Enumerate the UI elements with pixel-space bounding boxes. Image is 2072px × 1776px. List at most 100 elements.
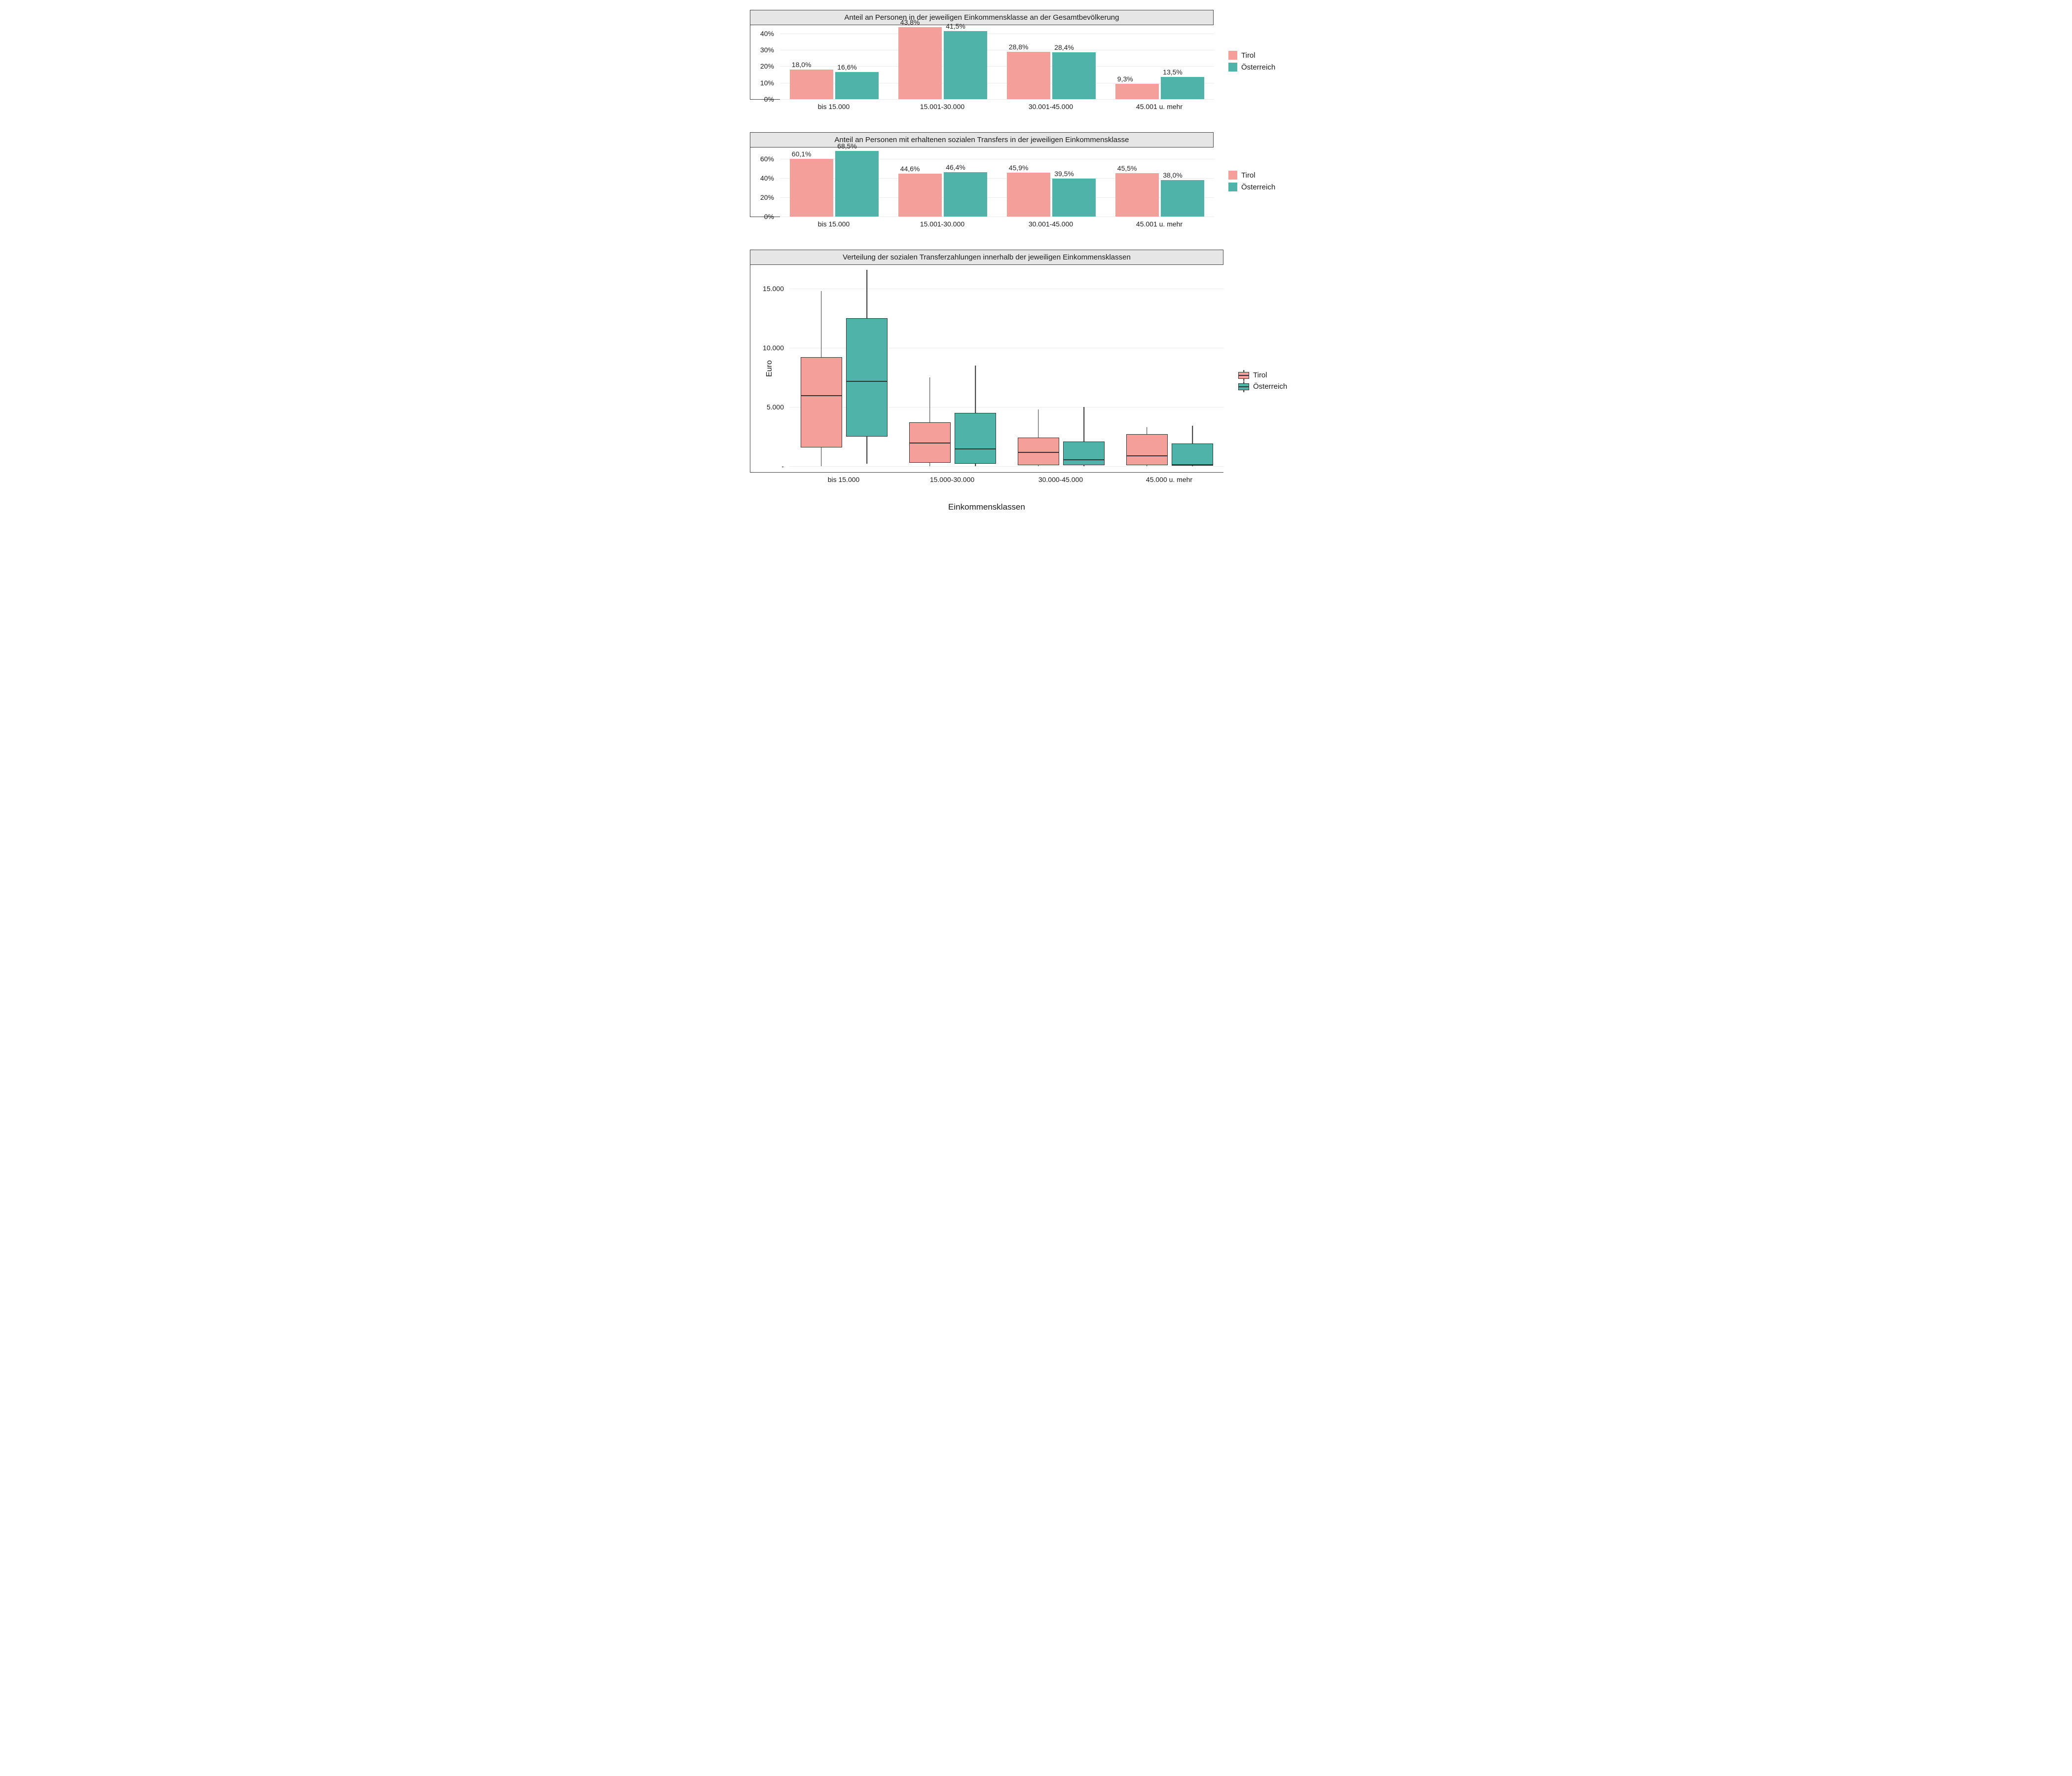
panel-3-row: Verteilung der sozialen Transferzahlunge…	[750, 250, 1322, 512]
y-tick-label: 30%	[760, 46, 774, 54]
legend-label: Österreich	[1253, 382, 1287, 391]
legend-label: Tirol	[1241, 171, 1256, 180]
whisker	[929, 377, 930, 422]
y-tick-label: 15.000	[763, 285, 784, 293]
bar-label: 46,4%	[946, 163, 965, 171]
whisker	[929, 463, 930, 466]
y-tick-label: 20%	[760, 193, 774, 201]
y-tick-label: 0%	[764, 95, 774, 103]
bar-label: 13,5%	[1163, 68, 1183, 76]
bar-label: 45,5%	[1117, 164, 1137, 172]
legend-item-tirol: Tirol	[1228, 171, 1275, 180]
x-tick-label: bis 15.000	[818, 103, 850, 111]
whisker	[975, 464, 976, 466]
y-tick-label: 20%	[760, 62, 774, 70]
box-oester	[846, 318, 888, 437]
y-tick-label: 10.000	[763, 344, 784, 352]
bar-oester	[1052, 179, 1096, 217]
y-axis-title: Euro	[765, 360, 774, 377]
y-tick-label: -	[781, 462, 784, 470]
box-tirol	[1126, 434, 1168, 465]
x-tick-label: 45.001 u. mehr	[1136, 220, 1183, 228]
whisker	[1083, 465, 1084, 466]
x-tick-label: 15.001-30.000	[920, 103, 964, 111]
legend-label: Tirol	[1241, 51, 1256, 60]
x-tick-label: 15.000-30.000	[930, 476, 974, 483]
panel-2-row: Anteil an Personen mit erhaltenen sozial…	[750, 132, 1322, 230]
legend-item-oester: Österreich	[1238, 382, 1287, 391]
legend-item-oester: Österreich	[1228, 63, 1275, 72]
panel-3-title: Verteilung der sozialen Transferzahlunge…	[750, 250, 1223, 265]
bar-tirol	[898, 174, 942, 217]
x-tick-label: 30.001-45.000	[1029, 220, 1073, 228]
bar-tirol	[790, 159, 833, 217]
whisker	[866, 270, 867, 318]
bar-tirol	[1007, 173, 1050, 217]
legend-boxswatch-oester	[1238, 383, 1249, 390]
legend-swatch-tirol	[1228, 51, 1237, 60]
bar-label: 45,9%	[1009, 164, 1029, 172]
y-tick-label: 40%	[760, 30, 774, 37]
bar-oester	[1161, 180, 1204, 217]
legend-label: Österreich	[1241, 63, 1275, 72]
x-axis-title: Einkommensklassen	[750, 502, 1223, 512]
legend-boxswatch-tirol	[1238, 372, 1249, 379]
bar-label: 60,1%	[792, 150, 812, 158]
x-tick-label: 45.000 u. mehr	[1146, 476, 1192, 483]
legend-item-oester: Österreich	[1228, 183, 1275, 191]
whisker	[866, 437, 867, 464]
bar-tirol	[1007, 52, 1050, 99]
panel-1-title: Anteil an Personen in der jeweiligen Ein…	[750, 10, 1213, 25]
bar-tirol	[790, 70, 833, 99]
bar-tirol	[898, 27, 942, 99]
panel-1-plot: 0%10%20%30%40%18,0%16,6%43,8%41,5%28,8%2…	[780, 25, 1214, 99]
bar-label: 9,3%	[1117, 75, 1133, 83]
x-tick-label: 30.001-45.000	[1029, 103, 1073, 111]
whisker	[975, 366, 976, 413]
bar-label: 44,6%	[900, 165, 920, 173]
legend-swatch-oester	[1228, 63, 1237, 72]
box-tirol	[909, 422, 951, 463]
x-tick-label: bis 15.000	[828, 476, 860, 483]
panel-2-x-axis: bis 15.00015.001-30.00030.001-45.00045.0…	[779, 217, 1214, 230]
bar-label: 16,6%	[837, 63, 857, 71]
legend-label: Tirol	[1253, 371, 1267, 379]
bar-oester	[835, 151, 879, 217]
bar-label: 18,0%	[792, 61, 812, 69]
bar-oester	[835, 72, 879, 99]
bar-label: 68,5%	[837, 142, 857, 150]
bar-tirol	[1115, 173, 1159, 217]
panel-1: Anteil an Personen in der jeweiligen Ein…	[750, 10, 1214, 100]
whisker	[1038, 409, 1039, 438]
panel-3: Verteilung der sozialen Transferzahlunge…	[750, 250, 1223, 473]
bar-oester	[944, 172, 987, 217]
box-oester	[1063, 442, 1105, 465]
panel-1-row: Anteil an Personen in der jeweiligen Ein…	[750, 10, 1322, 112]
legend-item-tirol: Tirol	[1228, 51, 1275, 60]
box-tirol	[801, 357, 842, 447]
whisker	[1083, 407, 1084, 442]
x-tick-label: 30.000-45.000	[1038, 476, 1083, 483]
panel-1-x-axis: bis 15.000 15.001-30.000 30.001-45.000 45.0…	[779, 100, 1214, 112]
box-tirol	[1018, 438, 1059, 465]
y-tick-label: 40%	[760, 174, 774, 182]
box-oester	[955, 413, 996, 464]
panel-2-title: Anteil an Personen mit erhaltenen sozial…	[750, 133, 1213, 148]
x-tick-label: bis 15.000	[818, 220, 850, 228]
whisker	[821, 447, 822, 466]
bar-oester	[1052, 52, 1096, 99]
panel-3-x-axis: bis 15.000 15.000-30.000 30.000-45.000 45.0…	[789, 473, 1223, 485]
y-tick-label: 60%	[760, 155, 774, 163]
bar-oester	[944, 31, 987, 99]
bar-label: 41,5%	[946, 22, 965, 30]
panel-3-legend: Tirol Österreich	[1238, 368, 1287, 394]
panel-2: Anteil an Personen mit erhaltenen sozial…	[750, 132, 1214, 217]
panel-1-col: Anteil an Personen in der jeweiligen Ein…	[750, 10, 1214, 112]
whisker	[821, 291, 822, 357]
whisker	[1038, 465, 1039, 466]
panel-1-legend: Tirol Österreich	[1228, 48, 1275, 74]
y-tick-label: 0%	[764, 213, 774, 221]
x-tick-label: 45.001 u. mehr	[1136, 103, 1183, 111]
legend-label: Österreich	[1241, 183, 1275, 191]
legend-item-tirol: Tirol	[1238, 371, 1287, 379]
